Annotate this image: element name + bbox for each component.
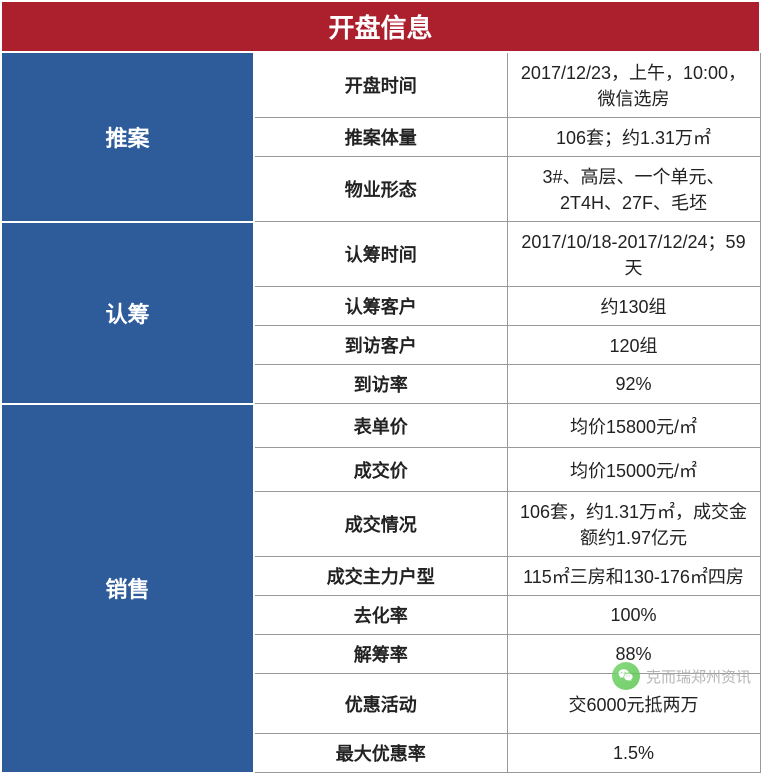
row-label: 到访率: [254, 365, 507, 404]
row-value: 2017/12/23，上午，10:00，微信选房: [507, 52, 760, 118]
row-label: 成交价: [254, 448, 507, 492]
row-value: 均价15800元/㎡: [507, 404, 760, 448]
row-value: 106套，约1.31万㎡，成交金额约1.97亿元: [507, 492, 760, 557]
row-value: 均价15000元/㎡: [507, 448, 760, 492]
row-value: 106套；约1.31万㎡: [507, 118, 760, 157]
row-value: 1.5%: [507, 734, 760, 773]
section-label: 认筹: [1, 222, 254, 404]
row-value: 2017/10/18-2017/12/24；59天: [507, 222, 760, 287]
row-label: 推案体量: [254, 118, 507, 157]
table-title: 开盘信息: [1, 1, 760, 52]
watermark-text: 克而瑞郑州资讯: [646, 666, 751, 687]
row-value: 92%: [507, 365, 760, 404]
watermark: 克而瑞郑州资讯: [612, 662, 751, 690]
row-label: 成交主力户型: [254, 557, 507, 596]
opening-info-table: 开盘信息 推案开盘时间2017/12/23，上午，10:00，微信选房推案体量1…: [0, 0, 761, 774]
row-label: 表单价: [254, 404, 507, 448]
table-header-row: 开盘信息: [1, 1, 760, 52]
row-label: 认筹时间: [254, 222, 507, 287]
table-row: 推案开盘时间2017/12/23，上午，10:00，微信选房: [1, 52, 760, 118]
section-label: 销售: [1, 404, 254, 773]
row-label: 物业形态: [254, 157, 507, 222]
table-row: 认筹认筹时间2017/10/18-2017/12/24；59天: [1, 222, 760, 287]
row-label: 开盘时间: [254, 52, 507, 118]
row-value: 120组: [507, 326, 760, 365]
row-label: 成交情况: [254, 492, 507, 557]
row-value: 100%: [507, 596, 760, 635]
row-label: 最大优惠率: [254, 734, 507, 773]
row-label: 去化率: [254, 596, 507, 635]
row-label: 优惠活动: [254, 674, 507, 734]
wechat-icon: [612, 662, 640, 690]
table-row: 销售表单价均价15800元/㎡: [1, 404, 760, 448]
row-value: 3#、高层、一个单元、2T4H、27F、毛坯: [507, 157, 760, 222]
section-label: 推案: [1, 52, 254, 222]
row-label: 解筹率: [254, 635, 507, 674]
row-label: 到访客户: [254, 326, 507, 365]
row-value: 约130组: [507, 287, 760, 326]
row-value: 115㎡三房和130-176㎡四房: [507, 557, 760, 596]
row-label: 认筹客户: [254, 287, 507, 326]
